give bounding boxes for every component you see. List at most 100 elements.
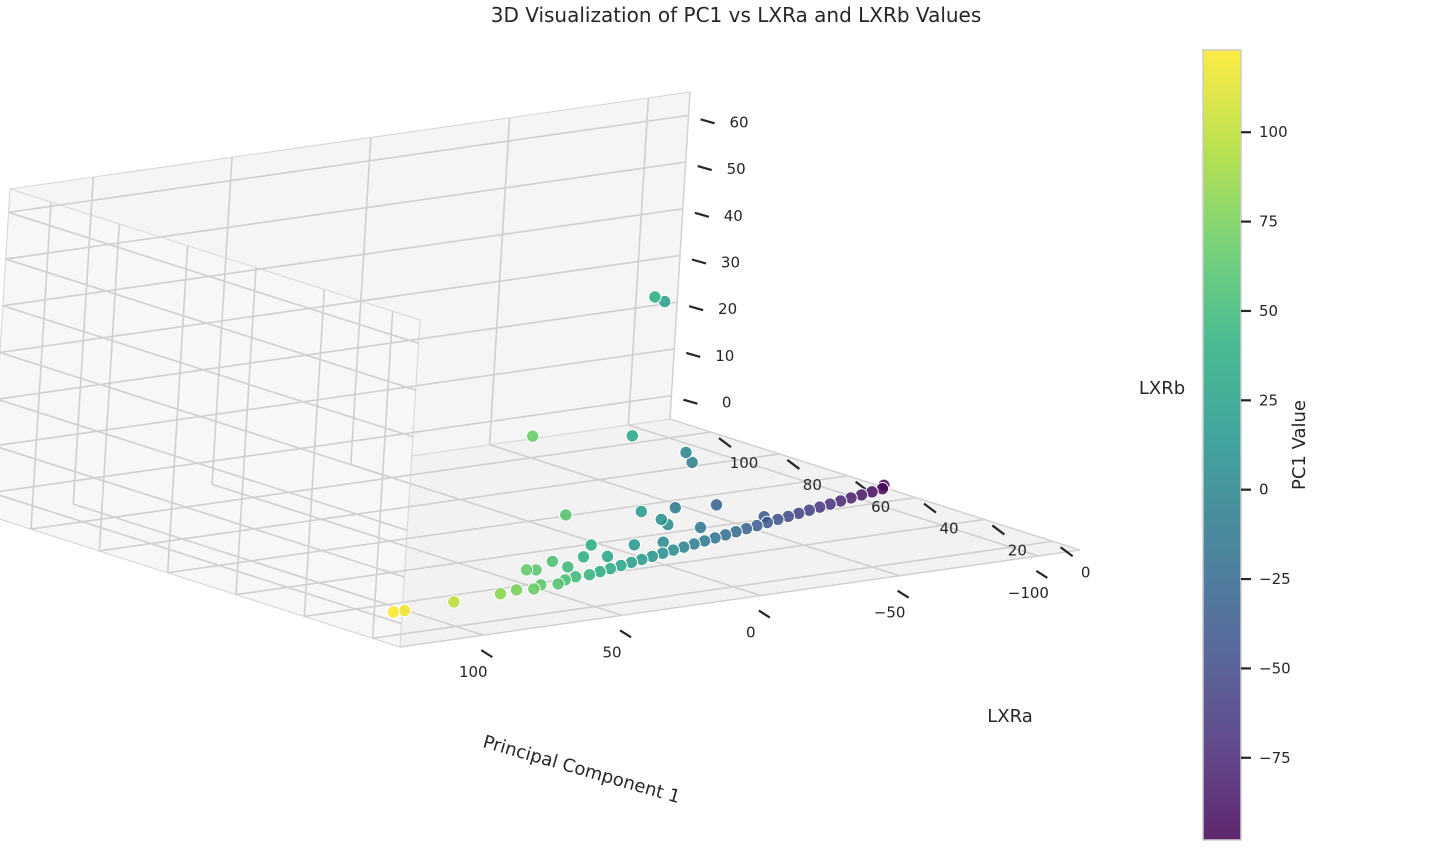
y-tick-label: 60 xyxy=(871,498,890,516)
data-point xyxy=(526,429,540,443)
grid-line-z-back xyxy=(0,394,672,493)
grid-line-z-back xyxy=(0,301,678,400)
y-tick-mark xyxy=(923,502,937,514)
grid-line-y-floor xyxy=(304,518,985,618)
axis-panes xyxy=(0,91,1081,648)
data-point xyxy=(679,445,693,460)
y-tick-label: 80 xyxy=(803,476,822,494)
grid-line-z-back xyxy=(2,207,683,307)
colorbar-tick-label: 50 xyxy=(1259,302,1278,320)
grid-line-y-floor xyxy=(99,453,780,552)
grid-line-x-floor xyxy=(489,443,900,577)
grid-line-x-floor xyxy=(350,463,762,597)
grid-line-z-side xyxy=(5,258,416,391)
y-tick-label: 40 xyxy=(939,520,958,538)
grid-line-x-floor xyxy=(211,483,623,617)
grid-line-z-back xyxy=(5,161,686,260)
colorbar-tick-label: −50 xyxy=(1259,659,1291,677)
data-point xyxy=(545,554,560,569)
z-axis-line xyxy=(669,91,691,420)
data-point xyxy=(693,520,708,535)
data-point xyxy=(561,560,575,574)
grid-line-z-back xyxy=(8,114,689,214)
x-tick-label: −100 xyxy=(1008,584,1049,602)
data-point xyxy=(627,538,641,552)
z-tick-mark xyxy=(691,258,707,265)
x-tick-mark xyxy=(758,609,771,619)
x-tick-mark xyxy=(897,589,910,599)
y-tick-mark xyxy=(855,480,869,492)
x-tick-mark xyxy=(619,629,632,639)
y-tick-label: 20 xyxy=(1008,541,1027,559)
data-point xyxy=(519,563,534,577)
colorbar-tick-label: 100 xyxy=(1259,123,1288,141)
data-point xyxy=(386,605,401,619)
z-tick-label: 0 xyxy=(722,394,732,412)
colorbar-gradient xyxy=(1202,49,1242,841)
y-tick-mark xyxy=(718,437,732,448)
data-point xyxy=(648,290,662,304)
colorbar: −75 −50 −25 0 25 50 75 100 PC1 Value xyxy=(1202,49,1310,841)
colorbar-tick-label: −75 xyxy=(1259,749,1291,767)
z-tick-label: 20 xyxy=(718,300,737,318)
colorbar-label: PC1 Value xyxy=(1289,400,1310,490)
grid-line-z-side xyxy=(0,399,408,531)
data-point xyxy=(527,582,541,596)
y-tick-mark xyxy=(1060,546,1074,558)
z-tick-mark xyxy=(685,351,701,358)
x-tick-label: 0 xyxy=(746,624,756,642)
data-point xyxy=(397,603,412,618)
chart-title: 3D Visualization of PC1 vs LXRa and LXRb… xyxy=(491,3,982,27)
x-tick-label: −50 xyxy=(874,604,906,622)
y-tick-label: 100 xyxy=(730,454,759,472)
z-tick-label: 60 xyxy=(729,113,748,131)
grid-line-y-floor xyxy=(372,540,1053,640)
data-point xyxy=(576,550,591,564)
colorbar-tick-label: 75 xyxy=(1259,213,1278,231)
colorbar-tick-label: 25 xyxy=(1259,391,1278,409)
grid-line-z-back xyxy=(0,348,675,446)
data-point xyxy=(634,504,648,519)
y-axis-line xyxy=(669,418,1081,551)
data-point xyxy=(685,455,699,470)
data-point xyxy=(654,512,668,527)
grid-lines xyxy=(0,97,1053,640)
z-tick-label: 10 xyxy=(715,347,734,365)
grid-line-z-side xyxy=(0,446,405,578)
data-point xyxy=(582,568,597,582)
z-tick-label: 50 xyxy=(727,160,746,178)
y-tick-mark xyxy=(991,524,1005,536)
z-tick-label: 30 xyxy=(721,254,740,272)
data-point xyxy=(709,498,724,512)
colorbar-tick-label: 0 xyxy=(1259,481,1269,499)
data-point xyxy=(447,595,461,609)
x-axis-label: Principal Component 1 xyxy=(481,731,683,807)
data-point xyxy=(625,429,639,443)
grid-line-z-back xyxy=(0,254,681,354)
grid-line-z-side xyxy=(2,305,414,438)
x-tick-label: 100 xyxy=(459,663,488,681)
data-point xyxy=(509,583,524,597)
colorbar-tick-label: −25 xyxy=(1259,570,1291,588)
data-point xyxy=(668,501,682,515)
x-tick-mark xyxy=(1035,570,1048,579)
z-tick-mark xyxy=(697,165,713,172)
grid-line-z-side xyxy=(8,211,419,345)
z-tick-label: 40 xyxy=(724,207,743,225)
data-point xyxy=(493,587,508,601)
data-point xyxy=(559,508,573,522)
y-axis-label: LXRa xyxy=(987,706,1033,727)
data-point xyxy=(551,577,565,591)
side-wall-pane xyxy=(0,188,421,648)
grid-line-y-floor xyxy=(167,474,848,574)
y-tick-mark xyxy=(786,459,800,470)
x-tick-label: 50 xyxy=(602,643,621,661)
z-tick-mark xyxy=(688,305,704,312)
data-point xyxy=(600,549,615,564)
x-axis-line xyxy=(399,549,1081,648)
z-axis-label: LXRb xyxy=(1139,378,1185,399)
grid-line-z-side xyxy=(0,351,411,485)
grid-line-y-floor xyxy=(30,431,712,530)
grid-line-x-floor xyxy=(628,424,1039,557)
